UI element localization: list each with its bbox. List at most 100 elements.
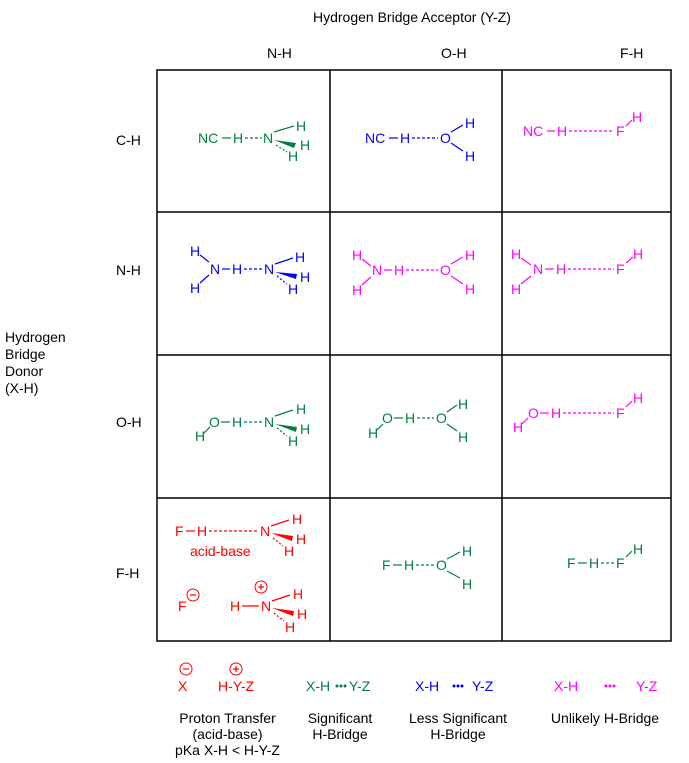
atom-h: H (232, 261, 242, 277)
atom-h: H (633, 541, 643, 557)
atom-h: H (352, 247, 362, 263)
atom-h: H (288, 433, 298, 449)
atom-h: H (462, 576, 472, 592)
atom-o: O (209, 414, 220, 430)
atom-f: F (616, 261, 625, 277)
atom-f: F (382, 557, 391, 573)
atom-f: F (616, 555, 625, 571)
svg-text:X: X (178, 678, 188, 694)
atom-n: N (210, 261, 220, 277)
atom-n: N (372, 262, 382, 278)
row-header-fh: F-H (116, 565, 140, 581)
legend-caption-significant: Significant H-Bridge (307, 710, 373, 743)
atom-h: H (233, 130, 243, 146)
atom-h: H (465, 247, 475, 263)
atom-h: H (404, 557, 414, 573)
donor-title-2: Bridge (5, 346, 46, 362)
atom-h: H (458, 429, 468, 445)
atom-o: O (440, 130, 451, 146)
atom-h: H (368, 425, 378, 441)
atom-h: H (465, 148, 475, 164)
atom-h: H (288, 148, 298, 164)
svg-text:X-H: X-H (306, 678, 330, 694)
atom-h: H (300, 269, 310, 285)
acceptor-title: Hydrogen Bridge Acceptor (Y-Z) (313, 9, 511, 25)
legend-caption-unlikely: Unlikely H-Bridge (550, 710, 660, 726)
atom-h: H (296, 401, 306, 417)
atom-h: H (297, 606, 307, 622)
atom-h: H (195, 428, 205, 444)
column-header-fh: F-H (620, 45, 644, 61)
svg-text:X-H: X-H (415, 678, 439, 694)
row-header-oh: O-H (116, 414, 142, 430)
plus-charge-icon (229, 662, 243, 676)
legend-sample-significant: X-H Y-Z (306, 678, 371, 694)
atom-n: N (261, 598, 271, 614)
atom-h: H (551, 405, 561, 421)
atom-h: H (394, 262, 404, 278)
svg-text:Y-Z: Y-Z (472, 678, 494, 694)
atom-h: H (462, 543, 472, 559)
row-header-nh: N-H (116, 262, 141, 278)
column-header-nh: N-H (267, 45, 292, 61)
atom-h: H (465, 281, 475, 297)
acid-base-label: acid-base (190, 543, 251, 559)
atom-h: H (633, 390, 643, 406)
atom-h: H (556, 261, 566, 277)
atom-h: H (633, 246, 643, 262)
atom-h: H (632, 109, 642, 125)
atom-h: H (295, 249, 305, 265)
minus-charge-icon (179, 662, 193, 676)
atom-h: H (300, 137, 310, 153)
atom-f: F (567, 555, 576, 571)
atom-h: H (589, 555, 599, 571)
fluoride-ion: F (178, 598, 187, 614)
atom-h: H (405, 410, 415, 426)
legend-caption-less-significant: Less Significant H-Bridge (408, 710, 508, 743)
atom-h: H (288, 281, 298, 297)
atom-h: H (300, 421, 310, 437)
atom-f: F (616, 405, 625, 421)
atom-n: N (264, 414, 274, 430)
donor-title-4: (X-H) (5, 380, 39, 396)
atom-h: H (400, 130, 410, 146)
atom-n: N (533, 261, 543, 277)
atom-nc: NC (198, 130, 218, 146)
atom-h: H (458, 396, 468, 412)
svg-text:H-Y-Z: H-Y-Z (218, 678, 254, 694)
atom-o: O (528, 405, 539, 421)
atom-n: N (264, 261, 274, 277)
plus-charge-icon (254, 580, 268, 594)
atom-h: H (285, 619, 295, 635)
legend-sample-proton-transfer: X H-Y-Z (178, 662, 254, 694)
atom-h: H (511, 246, 521, 262)
atom-o: O (436, 557, 447, 573)
atom-n: N (260, 523, 270, 539)
atom-h: H (197, 523, 207, 539)
atom-h: H (511, 281, 521, 297)
legend-caption-proton-transfer: Proton Transfer (acid-base) pKa X-H < H-… (175, 710, 280, 759)
atom-h: H (352, 282, 362, 298)
svg-text:X-H: X-H (554, 678, 578, 694)
atom-h: H (296, 118, 306, 134)
atom-h: H (296, 531, 306, 547)
atom-h: H (230, 598, 240, 614)
atom-nc: NC (523, 123, 543, 139)
minus-charge-icon (186, 588, 200, 602)
atom-o: O (440, 262, 451, 278)
atom-o: O (436, 410, 447, 426)
legend-sample-less-significant: X-H Y-Z (415, 678, 494, 694)
donor-title-3: Donor (5, 363, 44, 379)
donor-title-1: Hydrogen (5, 329, 66, 345)
atom-nc: NC (365, 130, 385, 146)
svg-text:Y-Z: Y-Z (349, 678, 371, 694)
